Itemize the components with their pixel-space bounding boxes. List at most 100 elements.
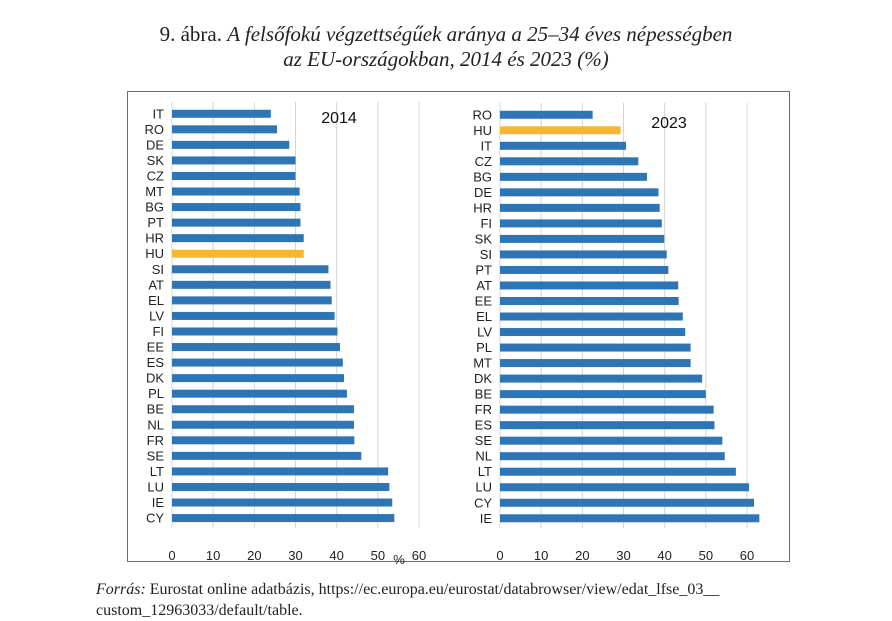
- category-label: IE: [152, 495, 165, 510]
- bar-sk: [172, 156, 296, 165]
- category-label: FR: [475, 402, 492, 417]
- category-label: LU: [147, 479, 164, 494]
- source-label: Forrás:: [96, 581, 146, 598]
- bar-es: [172, 358, 343, 367]
- x-tick-label: 20: [575, 548, 589, 563]
- bar-hr: [500, 203, 660, 212]
- bar-hr: [172, 234, 304, 243]
- bar-fi: [172, 327, 338, 336]
- x-tick-label: 40: [657, 548, 671, 563]
- bar-cy: [172, 514, 395, 523]
- category-label: LV: [149, 308, 164, 323]
- category-label: BG: [145, 200, 164, 215]
- bar-ie: [172, 498, 393, 507]
- category-label: FI: [152, 324, 164, 339]
- bar-pl: [172, 389, 347, 398]
- category-label: LV: [477, 325, 492, 340]
- bar-cz: [172, 171, 296, 180]
- source-text-line2: custom_12963033/default/table.: [96, 602, 303, 619]
- category-label: PT: [147, 215, 164, 230]
- chart-frame: [127, 91, 790, 562]
- bar-lu: [172, 482, 390, 491]
- x-tick-label: 60: [740, 548, 754, 563]
- x-tick-label: 20: [247, 548, 261, 563]
- figure-title-line1: 9. ábra. A felsőfokú végzettségűek arány…: [0, 22, 892, 47]
- category-label: EE: [475, 294, 493, 309]
- category-label: BG: [473, 169, 492, 184]
- x-axis-unit: %: [393, 552, 405, 567]
- category-label: PL: [476, 340, 492, 355]
- category-label: AT: [476, 278, 492, 293]
- category-label: BE: [147, 402, 165, 417]
- bar-de: [172, 140, 290, 149]
- bar-sk: [500, 234, 665, 243]
- category-label: FI: [480, 216, 492, 231]
- bar-ee: [500, 297, 679, 305]
- category-label: SI: [152, 262, 164, 277]
- bar-at: [172, 280, 331, 289]
- category-label: CZ: [475, 154, 492, 169]
- chart-2014: ITRODESKCZMTBGPTHRHUSIATELLVFIEEESDKPLBE…: [145, 102, 426, 567]
- figure-title-line2: az EU-országokban, 2014 és 2023 (%): [283, 47, 609, 71]
- bar-lv: [500, 328, 686, 337]
- category-label: PL: [148, 386, 164, 401]
- bar-at: [500, 281, 679, 290]
- category-label: MT: [145, 184, 164, 199]
- category-label: SE: [147, 448, 165, 463]
- bar-se: [500, 436, 723, 445]
- bar-be: [172, 405, 354, 414]
- category-label: LU: [475, 480, 492, 495]
- x-tick-label: 40: [329, 548, 343, 563]
- figure-number: 9. ábra.: [159, 22, 222, 46]
- bar-fr: [500, 405, 714, 414]
- bar-bg: [172, 203, 301, 212]
- category-label: HU: [473, 123, 492, 138]
- x-tick-label: 50: [699, 548, 713, 563]
- category-label: MT: [473, 356, 492, 371]
- category-label: HU: [145, 246, 164, 261]
- x-tick-label: 0: [168, 548, 175, 563]
- bar-se: [172, 451, 362, 460]
- category-label: CY: [146, 511, 164, 526]
- bar-ie: [500, 514, 760, 523]
- bar-si: [500, 250, 667, 259]
- bar-be: [500, 390, 706, 399]
- category-label: PT: [475, 262, 492, 277]
- figure-title-text: A felsőfokú végzettségűek aránya a 25–34…: [227, 22, 733, 46]
- category-label: FR: [147, 433, 164, 448]
- bar-ro: [500, 110, 593, 119]
- category-label: SK: [475, 231, 493, 246]
- category-label: RO: [145, 122, 165, 137]
- category-label: NL: [147, 417, 164, 432]
- bar-dk: [500, 374, 703, 383]
- category-label: DE: [474, 185, 492, 200]
- x-tick-label: 30: [616, 548, 630, 563]
- category-label: IE: [480, 511, 493, 526]
- bar-de: [500, 188, 659, 197]
- bar-dk: [172, 374, 345, 383]
- bar-pt: [500, 265, 669, 274]
- bar-bg: [500, 172, 647, 181]
- category-label: LT: [150, 464, 164, 479]
- category-label: CY: [474, 495, 492, 510]
- category-label: SK: [147, 153, 165, 168]
- bar-cy: [500, 498, 754, 507]
- category-label: IT: [480, 138, 492, 153]
- category-label: EE: [147, 340, 165, 355]
- source-note: Forrás: Eurostat online adatbázis, https…: [96, 579, 856, 621]
- x-tick-label: 10: [206, 548, 220, 563]
- bar-pt: [172, 218, 301, 227]
- x-tick-label: 60: [412, 548, 426, 563]
- bar-hu: [500, 126, 621, 135]
- category-label: HR: [473, 200, 492, 215]
- category-label: ES: [475, 418, 493, 433]
- panel-title: 2014: [321, 110, 357, 127]
- bar-si: [172, 265, 329, 274]
- bar-fi: [500, 219, 662, 228]
- bar-el: [500, 312, 683, 321]
- bar-lt: [172, 467, 389, 476]
- category-label: AT: [148, 277, 164, 292]
- category-label: ES: [147, 355, 165, 370]
- category-label: EL: [476, 309, 492, 324]
- category-label: BE: [475, 387, 493, 402]
